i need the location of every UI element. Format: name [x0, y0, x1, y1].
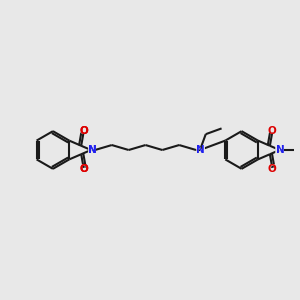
Text: O: O	[267, 163, 277, 176]
Text: N: N	[194, 143, 206, 157]
Text: O: O	[79, 164, 88, 174]
Text: O: O	[79, 126, 88, 136]
Text: O: O	[79, 124, 88, 137]
Text: N: N	[88, 145, 96, 155]
Text: O: O	[79, 126, 88, 136]
Text: O: O	[268, 126, 277, 136]
Text: N: N	[88, 145, 96, 155]
Text: O: O	[79, 164, 88, 174]
Text: N: N	[276, 145, 285, 155]
Text: O: O	[267, 124, 277, 137]
Text: N: N	[274, 143, 285, 157]
Text: O: O	[79, 163, 88, 176]
Text: N: N	[196, 145, 204, 155]
Text: N: N	[87, 143, 97, 157]
Text: O: O	[268, 164, 277, 174]
